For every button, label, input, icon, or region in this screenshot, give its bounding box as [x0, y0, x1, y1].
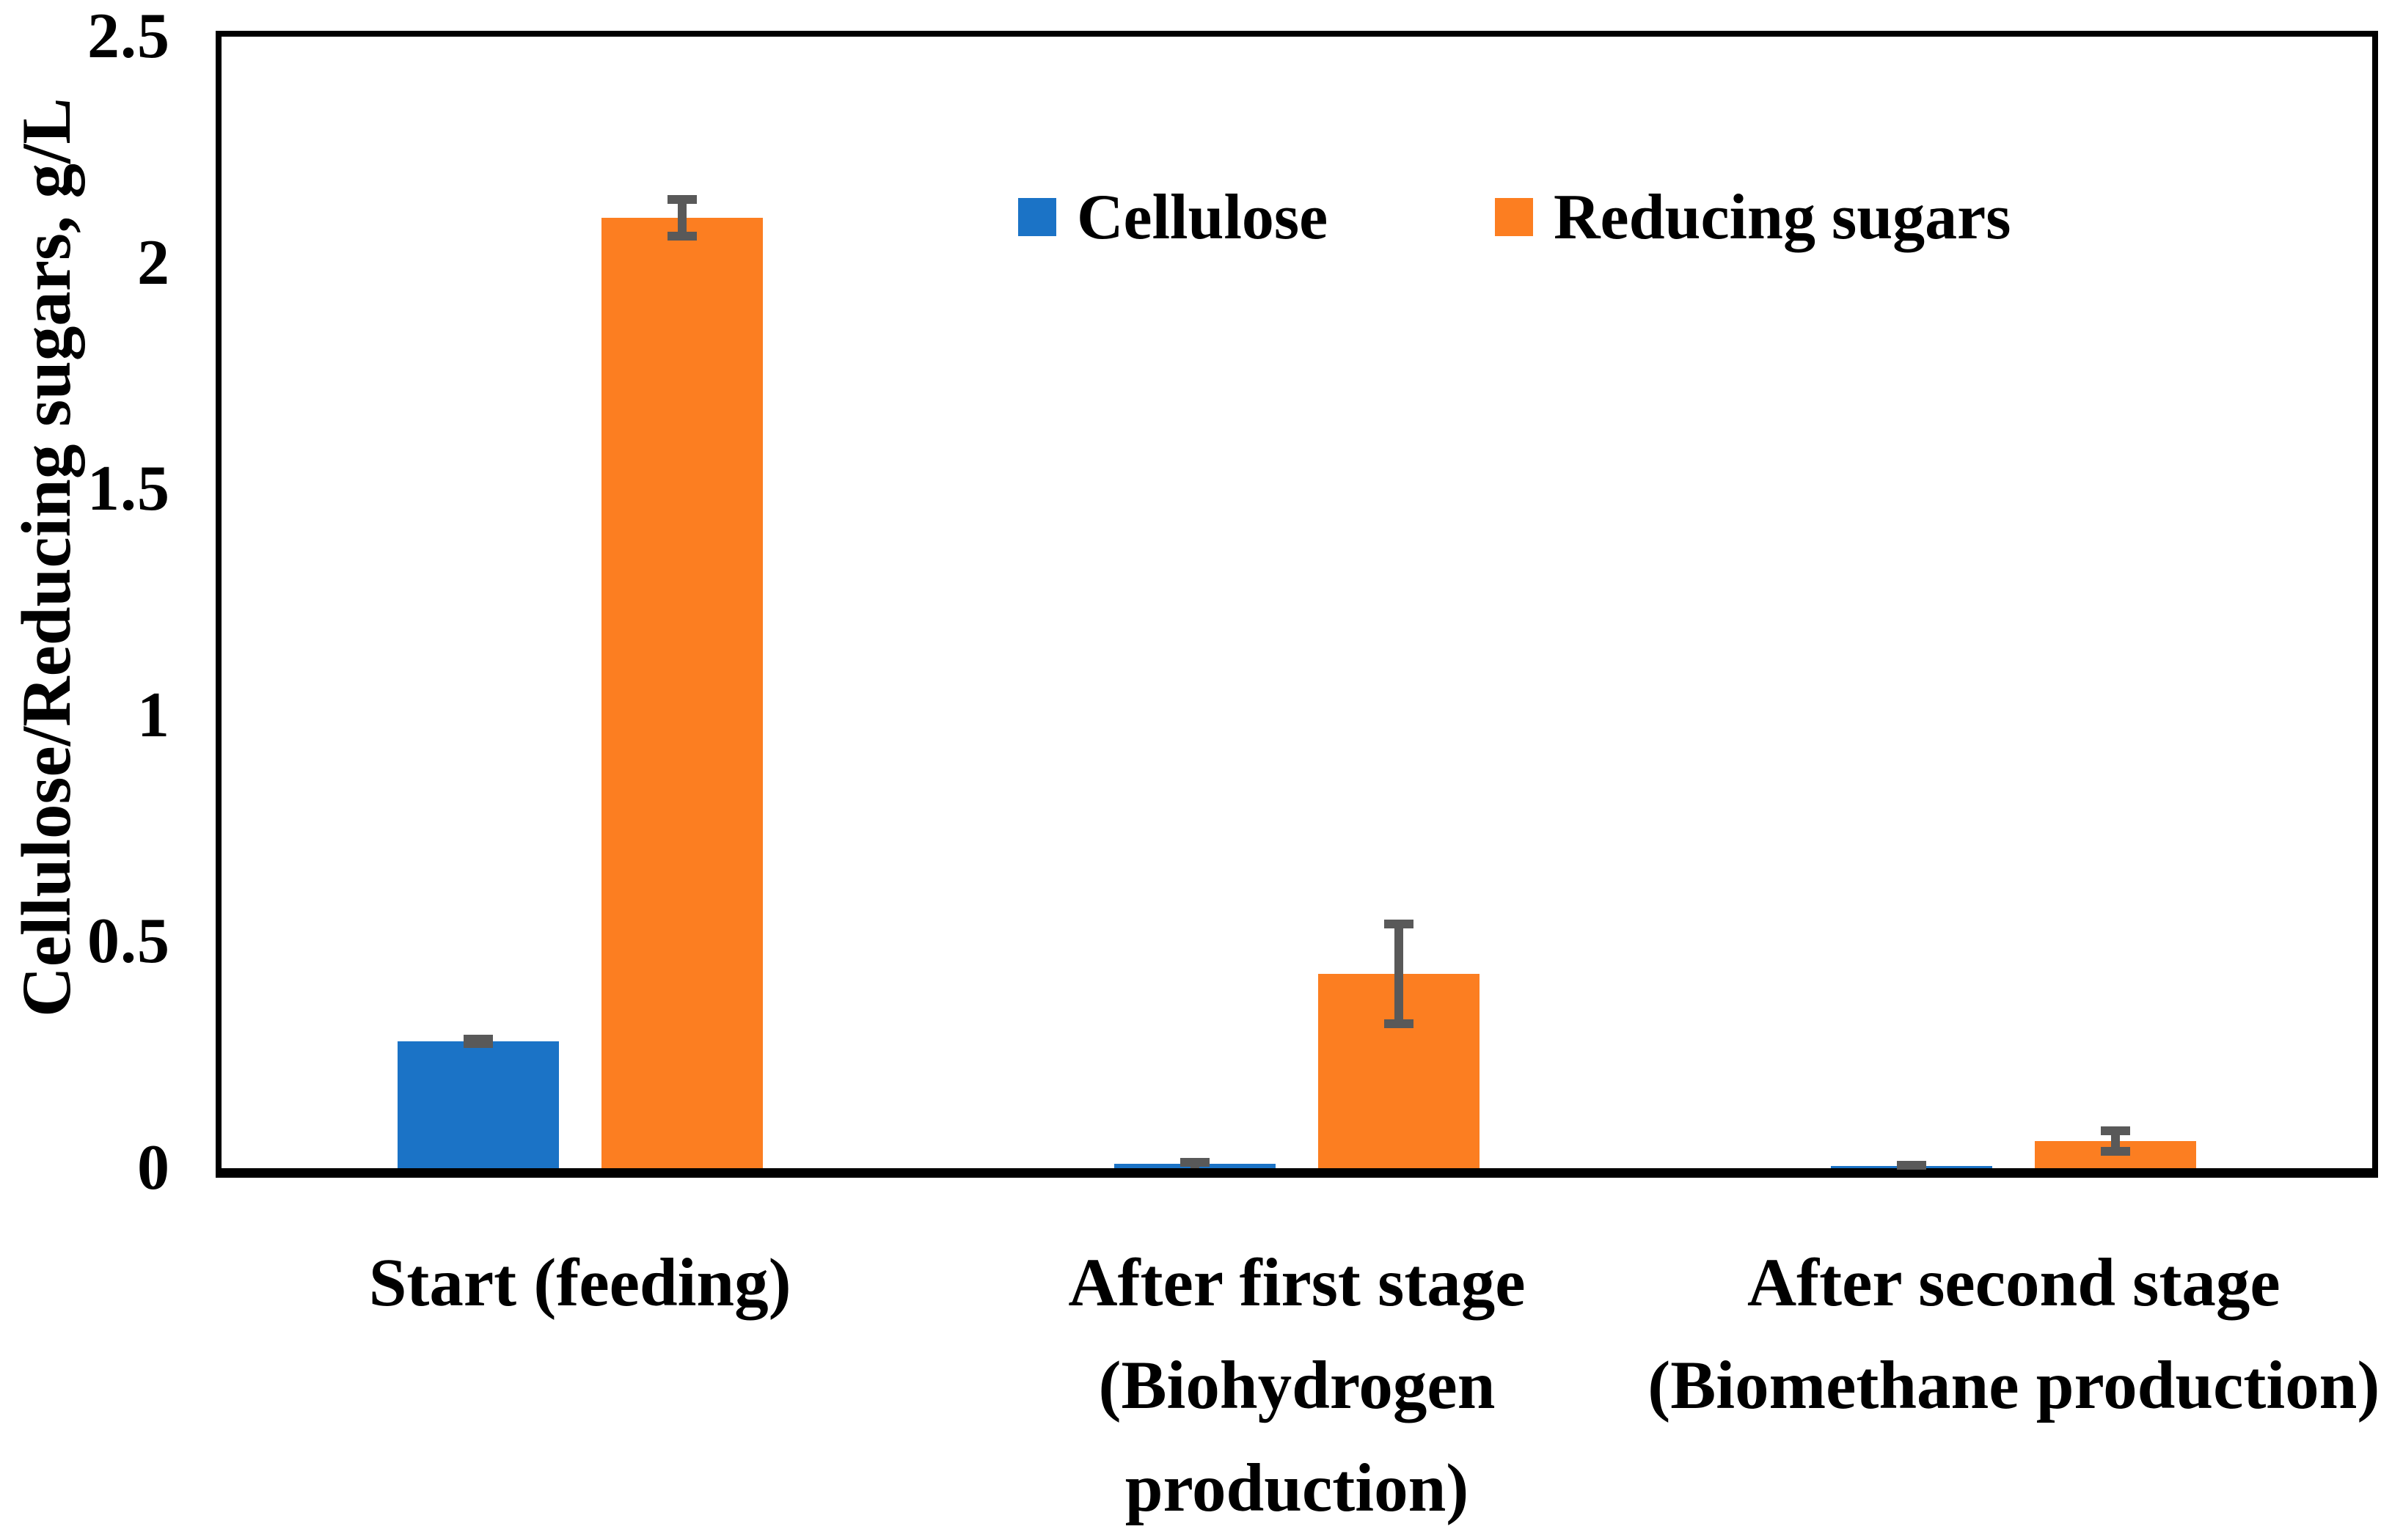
error-bar-cap-top: [2101, 1126, 2131, 1135]
bar-cellulose-0: [397, 1041, 559, 1168]
legend-item-cellulose: Cellulose: [1018, 181, 1328, 253]
error-bar-cap-top: [1897, 1160, 1927, 1170]
figure-canvas: { "figure": { "background": "#ffffff", "…: [7, 1, 2380, 1527]
error-bar-cap-bottom: [667, 231, 697, 241]
plot-area-border: [216, 31, 2378, 1178]
error-bar-cap-top: [667, 195, 697, 205]
error-bar-cap-top: [1384, 919, 1413, 928]
y-tick-label: 1.5: [87, 453, 170, 525]
error-bar-cap-bottom: [2101, 1147, 2131, 1156]
y-tick-label: 2.5: [87, 1, 170, 72]
x-category-label: Start (feeding): [368, 1245, 791, 1321]
x-category-label: After second stage (Biomethane productio…: [1647, 1245, 2380, 1423]
error-bar-cap-top: [1180, 1158, 1210, 1167]
y-tick-label: 1: [137, 679, 170, 751]
bar-reducing-sugars-0: [601, 218, 763, 1168]
x-category-label: After first stage (Biohydrogen productio…: [1068, 1245, 1526, 1526]
legend-label-cellulose: Cellulose: [1077, 181, 1328, 253]
legend-swatch-cellulose-icon: [1018, 198, 1056, 236]
error-bar-cap-bottom: [463, 1039, 493, 1049]
legend-item-reducing-sugars: Reducing sugars: [1495, 181, 2011, 253]
chart-layer: 0 0.5 1 1.5 2 2.5 Start (feeding) After first s…: [87, 1, 2380, 1527]
y-tick-label: 0: [137, 1132, 170, 1203]
error-bar: [677, 195, 687, 241]
y-tick-label: 0.5: [87, 906, 170, 978]
y-tick-label: 2: [137, 227, 170, 298]
error-bar: [1394, 919, 1403, 1028]
legend-label-reducing-sugars: Reducing sugars: [1554, 181, 2011, 253]
error-bar-cap-bottom: [1384, 1019, 1413, 1028]
legend-swatch-reducing-sugars-icon: [1495, 198, 1533, 236]
